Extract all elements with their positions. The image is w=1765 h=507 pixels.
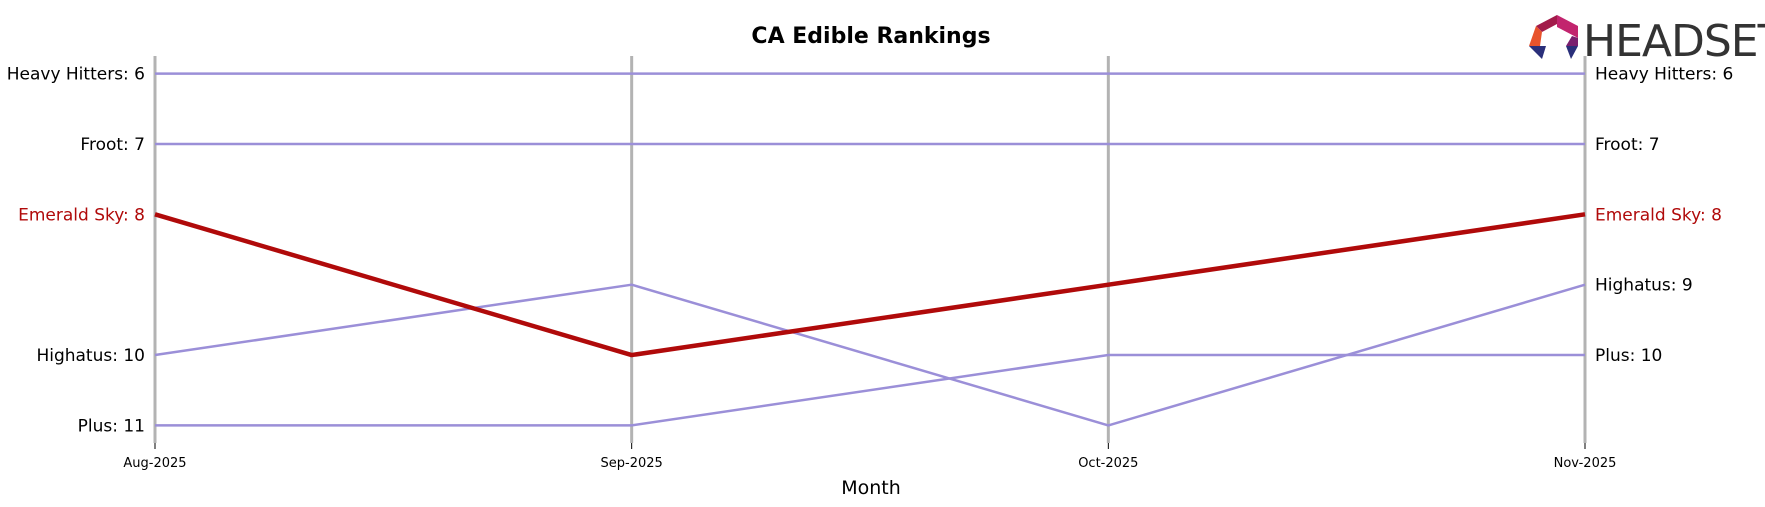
x-tick-label: Nov-2025 [1554,456,1617,471]
end-label-froot: Froot: 7 [1595,135,1660,155]
series-line-plus [155,353,1585,427]
end-label-heavy-hitters: Heavy Hitters: 6 [1595,65,1733,85]
headset-logo-text: HEADSET [1583,16,1765,67]
x-tick-label: Sep-2025 [601,456,663,471]
start-label-froot: Froot: 7 [80,135,145,155]
start-label-plus: Plus: 11 [78,416,145,436]
start-label-emerald-sky: Emerald Sky: 8 [18,205,145,225]
x-axis-label: Month [841,477,901,499]
tick-layer: Aug-2025 Sep-2025 Oct-2025 Nov-2025 [123,443,1616,471]
series-layer [154,72,1586,427]
series-line-emerald-sky [154,212,1586,358]
headset-logo: HEADSET [1529,15,1765,67]
grid-layer [153,56,1587,443]
end-label-plus: Plus: 10 [1595,346,1662,366]
x-tick-label: Aug-2025 [123,456,186,471]
chart-title: CA Edible Rankings [751,24,990,49]
label-layer: Heavy Hitters: 6 Heavy Hitters: 6 Froot: 7… [7,65,1734,437]
end-label-highatus: Highatus: 9 [1595,276,1693,296]
headset-hexagon-logo-icon [1529,15,1578,59]
start-label-highatus: Highatus: 10 [36,346,145,366]
end-label-emerald-sky: Emerald Sky: 8 [1595,205,1722,225]
x-tick-label: Oct-2025 [1078,456,1138,471]
start-label-heavy-hitters: Heavy Hitters: 6 [7,65,145,85]
